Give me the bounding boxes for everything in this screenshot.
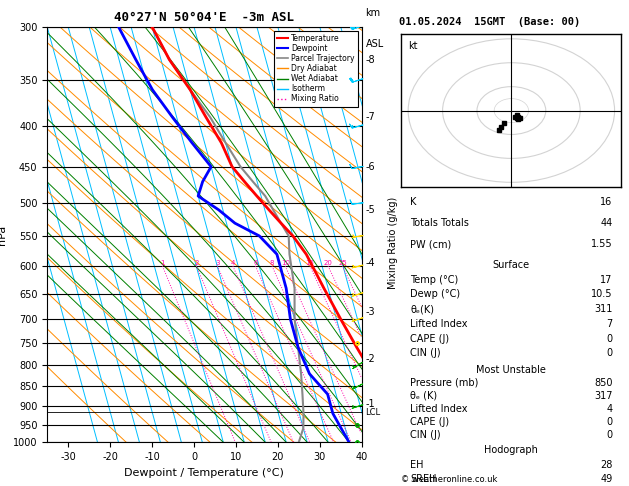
Text: -5: -5 (365, 205, 376, 215)
Text: 49: 49 (601, 474, 613, 484)
Text: 10.5: 10.5 (591, 289, 613, 299)
Text: -6: -6 (365, 162, 375, 172)
Text: 25: 25 (338, 260, 347, 266)
Text: Hodograph: Hodograph (484, 446, 538, 455)
Text: -8: -8 (365, 54, 375, 65)
Text: 7: 7 (606, 319, 613, 329)
Text: 0: 0 (606, 417, 613, 427)
Text: Pressure (mb): Pressure (mb) (410, 378, 479, 388)
Text: θₑ (K): θₑ (K) (410, 391, 437, 401)
Text: 1: 1 (160, 260, 165, 266)
Text: -2: -2 (365, 354, 376, 364)
Text: 16: 16 (601, 197, 613, 207)
Text: 6: 6 (253, 260, 258, 266)
Text: 311: 311 (594, 304, 613, 314)
Text: EH: EH (410, 460, 423, 470)
Text: kt: kt (408, 41, 418, 51)
Text: 28: 28 (600, 460, 613, 470)
Legend: Temperature, Dewpoint, Parcel Trajectory, Dry Adiabat, Wet Adiabat, Isotherm, Mi: Temperature, Dewpoint, Parcel Trajectory… (274, 31, 358, 106)
Y-axis label: hPa: hPa (0, 225, 8, 244)
Text: 01.05.2024  15GMT  (Base: 00): 01.05.2024 15GMT (Base: 00) (399, 17, 581, 27)
Text: Temp (°C): Temp (°C) (410, 275, 459, 285)
Text: 0: 0 (606, 333, 613, 344)
Text: 0: 0 (606, 430, 613, 440)
Text: K: K (410, 197, 416, 207)
Text: 0: 0 (606, 348, 613, 358)
Text: 15: 15 (306, 260, 314, 266)
Text: 4: 4 (231, 260, 235, 266)
Text: Dewp (°C): Dewp (°C) (410, 289, 460, 299)
Text: Most Unstable: Most Unstable (476, 365, 547, 375)
Text: PW (cm): PW (cm) (410, 240, 452, 249)
Text: ASL: ASL (365, 39, 384, 49)
Text: Lifted Index: Lifted Index (410, 404, 467, 414)
Text: Lifted Index: Lifted Index (410, 319, 467, 329)
Text: km: km (365, 8, 381, 18)
Text: 44: 44 (601, 218, 613, 228)
Text: -1: -1 (365, 399, 375, 409)
Text: © weatheronline.co.uk: © weatheronline.co.uk (401, 474, 498, 484)
Text: CIN (J): CIN (J) (410, 430, 441, 440)
Text: LCL: LCL (365, 408, 381, 417)
Title: 40°27'N 50°04'E  -3m ASL: 40°27'N 50°04'E -3m ASL (114, 11, 294, 24)
Text: Totals Totals: Totals Totals (410, 218, 469, 228)
Text: CIN (J): CIN (J) (410, 348, 441, 358)
Text: 4: 4 (606, 404, 613, 414)
Text: CAPE (J): CAPE (J) (410, 333, 449, 344)
Text: 17: 17 (600, 275, 613, 285)
Text: -3: -3 (365, 307, 375, 317)
Text: -4: -4 (365, 258, 375, 268)
Text: SREH: SREH (410, 474, 437, 484)
Text: 1.55: 1.55 (591, 240, 613, 249)
Text: 3: 3 (215, 260, 220, 266)
Text: θₑ(K): θₑ(K) (410, 304, 434, 314)
Text: 317: 317 (594, 391, 613, 401)
Text: 10: 10 (281, 260, 290, 266)
Text: 2: 2 (194, 260, 199, 266)
Text: Mixing Ratio (g/kg): Mixing Ratio (g/kg) (388, 197, 398, 289)
Text: CAPE (J): CAPE (J) (410, 417, 449, 427)
Text: Surface: Surface (493, 260, 530, 270)
Text: 850: 850 (594, 378, 613, 388)
Text: 20: 20 (324, 260, 333, 266)
Text: 8: 8 (270, 260, 274, 266)
Text: -7: -7 (365, 112, 376, 122)
X-axis label: Dewpoint / Temperature (°C): Dewpoint / Temperature (°C) (125, 468, 284, 478)
